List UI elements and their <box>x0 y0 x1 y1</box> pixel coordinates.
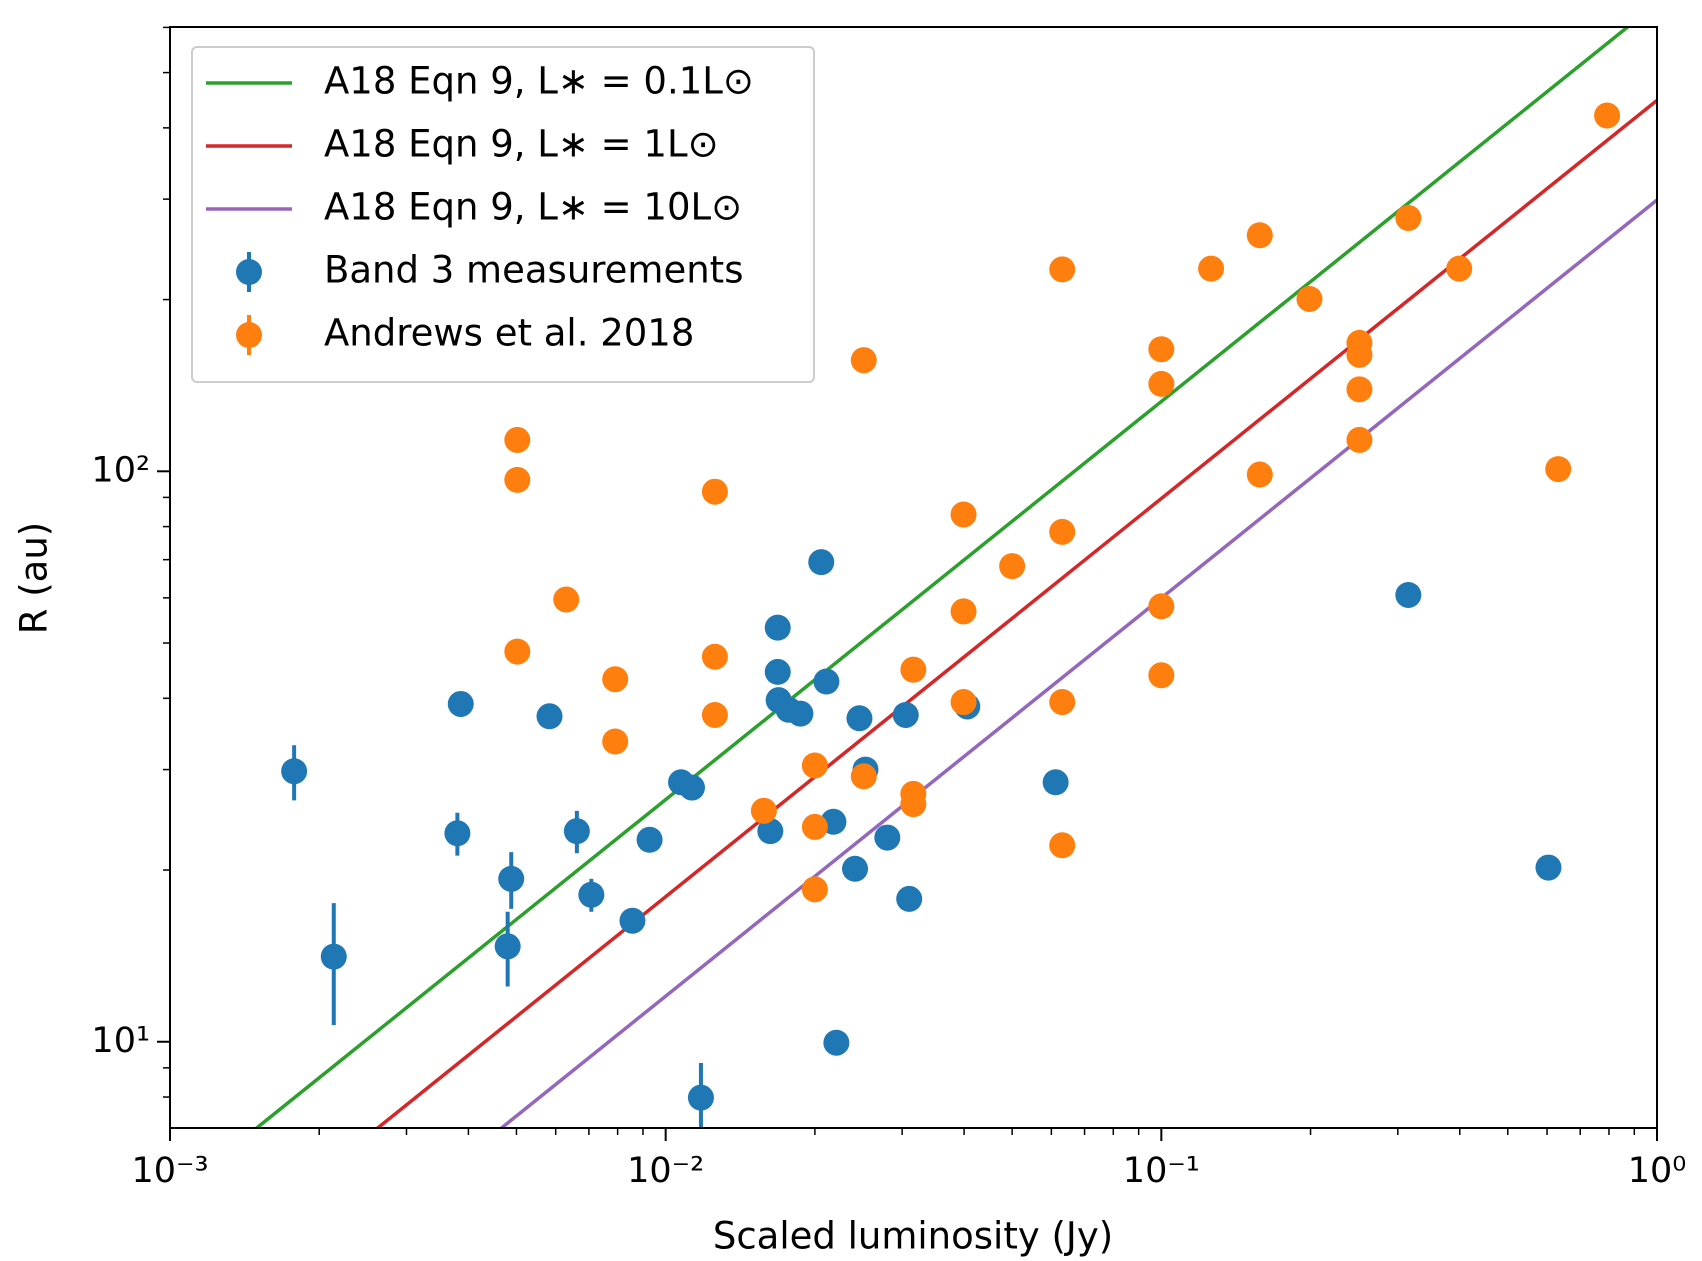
legend-label: A18 Eqn 9, L∗ = 0.1L⊙ <box>324 60 754 103</box>
point <box>750 797 777 824</box>
point <box>813 668 840 695</box>
point <box>444 820 471 847</box>
axes-frame <box>169 26 1658 1129</box>
legend-swatch <box>236 322 262 348</box>
point <box>553 586 580 613</box>
legend-label: A18 Eqn 9, L∗ = 10L⊙ <box>324 186 742 229</box>
point <box>950 598 977 625</box>
point <box>678 774 705 801</box>
point <box>602 728 629 755</box>
line <box>253 27 1631 1128</box>
plot-area <box>253 27 1657 1128</box>
point <box>801 752 828 779</box>
point <box>320 943 347 970</box>
point <box>846 705 873 732</box>
point <box>1296 285 1323 312</box>
point <box>1148 662 1175 689</box>
point <box>1545 456 1572 483</box>
legend-label: Andrews et al. 2018 <box>324 312 694 355</box>
point <box>1395 205 1422 232</box>
point <box>701 478 728 505</box>
point <box>1049 256 1076 283</box>
point <box>504 426 531 453</box>
y-tick-label: 10² <box>91 450 150 490</box>
y-axis-label: R (au) <box>13 522 56 634</box>
point <box>578 881 605 908</box>
point <box>900 656 927 683</box>
point <box>764 658 791 685</box>
legend-label: Band 3 measurements <box>324 249 743 292</box>
legend-box <box>191 46 815 383</box>
y-tick-label: 10¹ <box>91 1021 150 1061</box>
point <box>1049 518 1076 545</box>
point <box>801 813 828 840</box>
point <box>787 700 814 727</box>
point <box>687 1084 714 1111</box>
x-tick-label: 10⁰ <box>1628 1151 1687 1191</box>
point <box>1049 689 1076 716</box>
point <box>701 643 728 670</box>
point <box>701 701 728 728</box>
point <box>504 638 531 665</box>
point <box>874 824 901 851</box>
point <box>1246 461 1273 488</box>
x-axis-label: Scaled luminosity (Jy) <box>713 1215 1113 1258</box>
point <box>1246 222 1273 249</box>
point <box>892 701 919 728</box>
point <box>636 826 663 853</box>
point <box>801 876 828 903</box>
point <box>1535 854 1562 881</box>
point <box>950 501 977 528</box>
x-tick-label: 10⁻² <box>627 1151 704 1191</box>
point <box>447 690 474 717</box>
point <box>563 818 590 845</box>
legend-label: A18 Eqn 9, L∗ = 1L⊙ <box>324 123 719 166</box>
point <box>1049 832 1076 859</box>
point <box>281 758 308 785</box>
point <box>536 703 563 730</box>
point <box>1395 581 1422 608</box>
point <box>498 865 525 892</box>
point <box>850 347 877 374</box>
legend-swatch <box>236 259 262 285</box>
point <box>896 885 923 912</box>
point <box>1446 255 1473 282</box>
point <box>1148 593 1175 620</box>
point <box>850 763 877 790</box>
point <box>950 689 977 716</box>
x-tick-label: 10⁻¹ <box>1123 1151 1200 1191</box>
point <box>1042 769 1069 796</box>
point <box>1148 336 1175 363</box>
point <box>1148 370 1175 397</box>
point <box>619 907 646 934</box>
point <box>504 466 531 493</box>
point <box>1594 102 1621 129</box>
point <box>808 549 835 576</box>
point <box>1346 426 1373 453</box>
point <box>494 933 521 960</box>
point <box>842 855 869 882</box>
point <box>823 1029 850 1056</box>
point <box>764 614 791 641</box>
point <box>757 818 784 845</box>
point <box>602 666 629 693</box>
x-tick-label: 10⁻³ <box>131 1151 208 1191</box>
point <box>999 553 1026 580</box>
line <box>374 98 1657 1128</box>
point <box>1346 376 1373 403</box>
point <box>900 791 927 818</box>
point <box>1346 341 1373 368</box>
point <box>1198 255 1225 282</box>
